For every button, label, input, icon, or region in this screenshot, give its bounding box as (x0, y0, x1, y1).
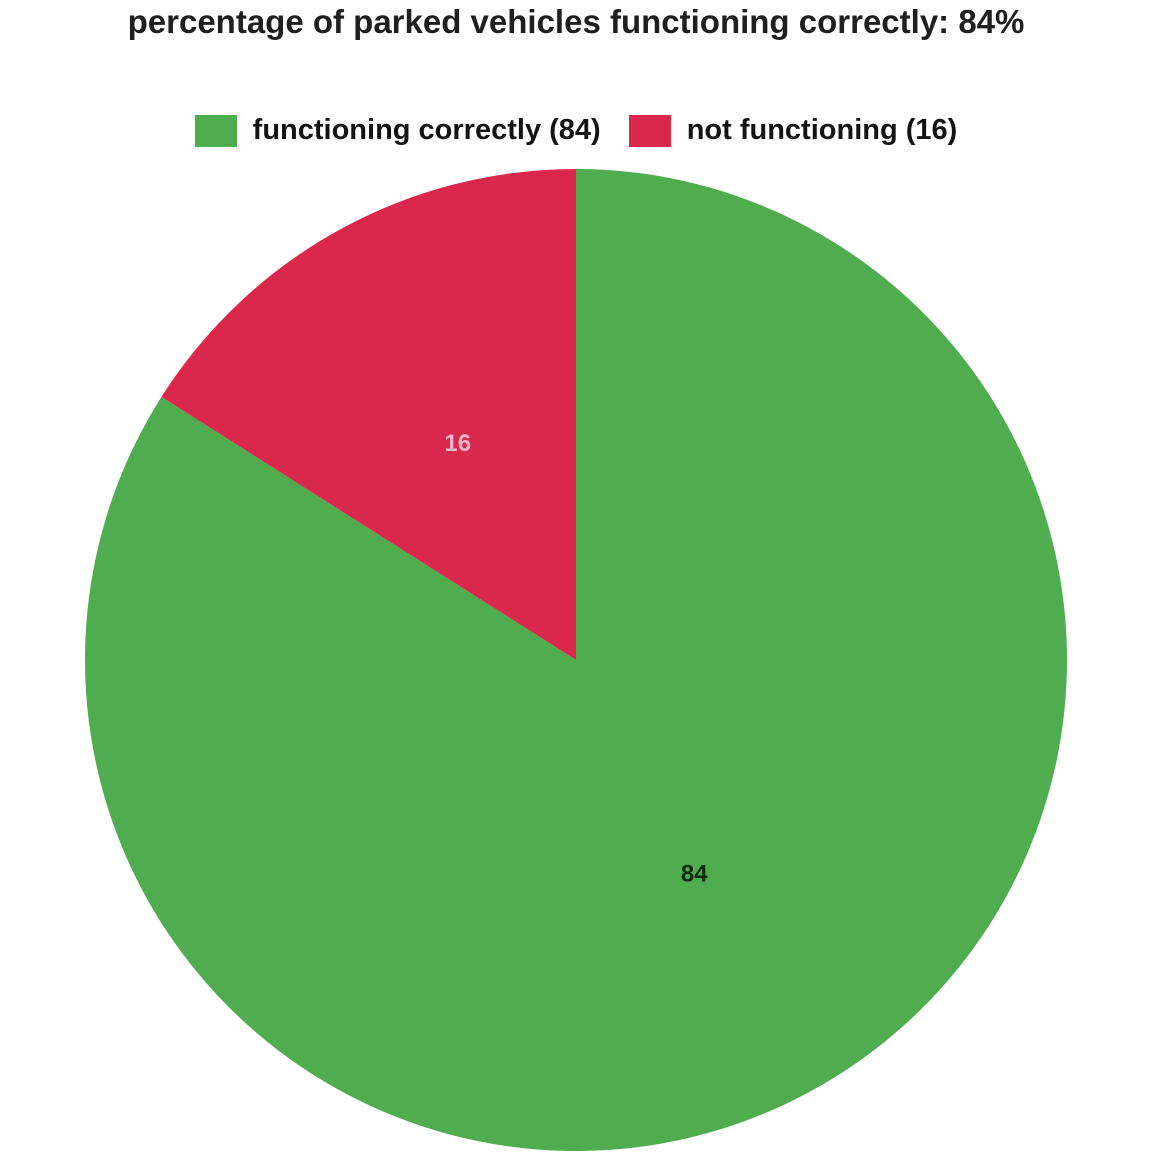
legend-swatch-functioning (194, 114, 237, 147)
chart-title: percentage of parked vehicles functionin… (127, 3, 1025, 40)
slice-label-functioning: 84 (681, 860, 708, 887)
pie-slice-not-functioning[interactable] (161, 169, 576, 660)
pie-slice-functioning[interactable] (84, 169, 1068, 1152)
legend-item-functioning[interactable]: functioning correctly (84) (194, 114, 601, 147)
legend-label-functioning: functioning correctly (84) (252, 114, 601, 146)
legend-item-not-functioning[interactable]: not functioning (16) (628, 114, 958, 147)
legend: functioning correctly (84) not functioni… (0, 114, 1152, 147)
legend-swatch-not-functioning (628, 114, 671, 147)
slice-label-not-functioning: 16 (444, 430, 471, 457)
legend-label-not-functioning: not functioning (16) (686, 114, 958, 146)
